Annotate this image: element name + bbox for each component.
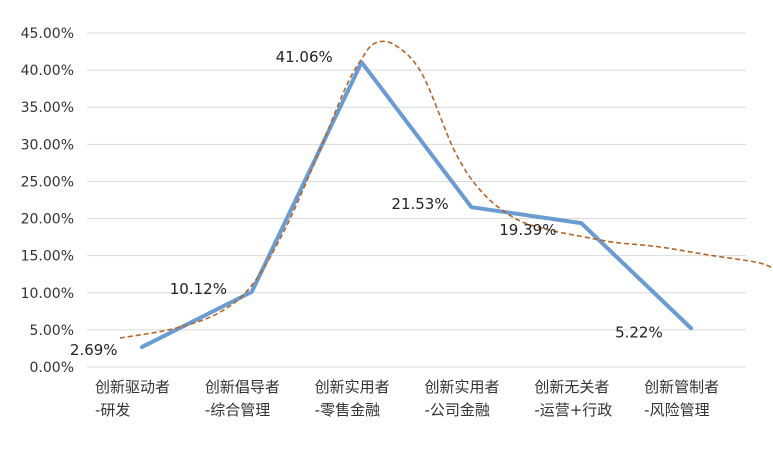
series-layer — [119, 40, 773, 350]
x-category-label: -综合管理 — [205, 401, 270, 419]
y-tick-label: 25.00% — [21, 174, 74, 190]
x-category-label: -运营+行政 — [534, 401, 612, 419]
data-label: 19.39% — [499, 221, 556, 239]
x-category-label: -公司金融 — [425, 401, 490, 419]
gridlines — [87, 32, 746, 368]
x-category-label: 创新实用者 — [425, 378, 500, 396]
y-tick-label: 45.00% — [21, 26, 74, 42]
y-tick-label: 0.00% — [30, 360, 74, 376]
data-labels: 2.69% 10.12% 41.06% 21.53% 19.39% 5.22% — [70, 48, 663, 359]
data-series-line — [139, 60, 694, 350]
y-axis-tick-labels: 0.00% 5.00% 10.00% 15.00% 20.00% 25.00% 30.00%… — [21, 26, 74, 376]
x-category-label: 创新无关者 — [534, 378, 609, 396]
x-category-label: -零售金融 — [315, 401, 380, 419]
x-axis-category-labels: 创新驱动者 -研发 创新倡导者 -综合管理 创新实用者 -零售金融 创新实用者 -公司金融 创新… — [95, 378, 719, 419]
y-tick-label: 35.00% — [21, 100, 74, 116]
y-tick-label: 40.00% — [21, 63, 74, 79]
y-tick-label: 10.00% — [21, 286, 74, 302]
x-category-label: -研发 — [95, 401, 130, 419]
x-category-label: 创新倡导者 — [205, 378, 280, 396]
x-category-label: 创新管制者 — [644, 378, 719, 396]
data-label: 41.06% — [276, 48, 333, 66]
data-label: 2.69% — [70, 341, 118, 359]
y-tick-label: 5.00% — [30, 323, 74, 339]
x-category-label: -风险管理 — [644, 401, 709, 419]
data-label: 10.12% — [170, 280, 227, 298]
x-category-label: 创新驱动者 — [95, 378, 170, 396]
y-tick-label: 15.00% — [21, 249, 74, 265]
data-label: 21.53% — [391, 195, 448, 213]
data-label: 5.22% — [615, 323, 663, 341]
y-tick-label: 20.00% — [21, 212, 74, 228]
x-category-label: 创新实用者 — [315, 378, 390, 396]
y-tick-label: 30.00% — [21, 137, 74, 153]
